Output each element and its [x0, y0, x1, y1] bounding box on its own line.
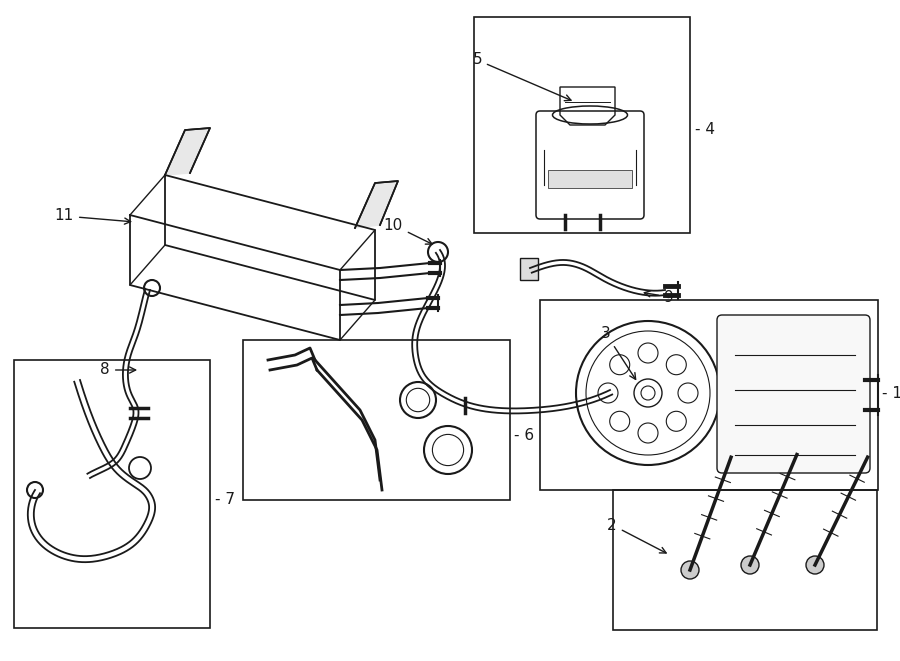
Text: - 7: - 7: [215, 492, 235, 508]
Circle shape: [638, 423, 658, 443]
Bar: [548, 170, 632, 188]
Bar: [243, 340, 510, 500]
Circle shape: [806, 556, 824, 574]
Text: - 4: - 4: [695, 122, 715, 137]
Bar: [14, 360, 210, 628]
Circle shape: [609, 411, 630, 431]
Circle shape: [741, 556, 759, 574]
Polygon shape: [165, 128, 210, 175]
Text: - 1: - 1: [882, 385, 900, 401]
Text: 10: 10: [383, 217, 432, 244]
Bar: [474, 17, 690, 233]
Text: 3: 3: [601, 327, 635, 379]
Bar: [520, 258, 538, 280]
Circle shape: [666, 355, 687, 375]
Bar: [540, 300, 878, 490]
Text: 2: 2: [608, 518, 666, 553]
Text: 5: 5: [472, 52, 571, 100]
Circle shape: [666, 411, 687, 431]
Circle shape: [609, 355, 630, 375]
Circle shape: [681, 561, 699, 579]
Circle shape: [638, 343, 658, 363]
Text: - 6: - 6: [514, 428, 534, 442]
Text: 8: 8: [101, 362, 136, 377]
Polygon shape: [355, 181, 398, 228]
Text: 9: 9: [644, 290, 674, 305]
FancyBboxPatch shape: [717, 315, 870, 473]
Text: 11: 11: [55, 208, 130, 224]
Bar: [613, 490, 877, 630]
Circle shape: [598, 383, 618, 403]
Circle shape: [678, 383, 698, 403]
